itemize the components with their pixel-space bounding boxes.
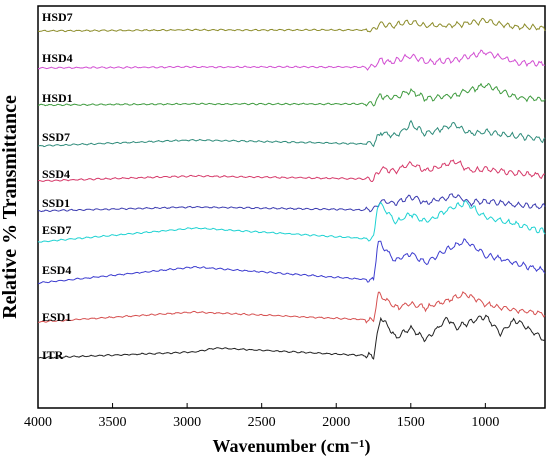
series-line-ssd4 [37,159,546,183]
plot-frame [37,5,546,409]
series-label-esd1: ESD1 [42,310,71,324]
x-axis-title: Wavenumber (cm⁻¹) [212,436,370,457]
series-line-esd4 [37,238,546,285]
x-tick-label: 3000 [173,415,201,430]
x-tick-label: 2500 [248,415,276,430]
series-line-hsd7 [37,17,546,33]
x-tick-group: 4000 3500 3000 2500 2000 1500 1000 [24,403,499,430]
series-line-itr [37,314,546,360]
plot-area [37,5,546,409]
x-tick-label: 3500 [99,415,127,430]
series-label-ssd7: SSD7 [42,130,70,144]
series-label-hsd1: HSD1 [42,91,73,105]
x-tick-label: 1500 [397,415,425,430]
series-label-group: HSD7 HSD4 HSD1 SSD7 SSD4 SSD1 ESD7 ESD4 ESD1 ITR [42,10,73,362]
series-line-hsd1 [37,82,546,107]
series-label-esd4: ESD4 [42,263,71,277]
x-tick-label: 1000 [471,415,499,430]
y-axis-title: Relative % Transmittance [0,95,21,319]
series-line-ssd7 [37,119,546,148]
series-line-hsd4 [37,49,546,71]
series-label-ssd1: SSD1 [42,196,70,210]
series-line-esd7 [37,200,546,243]
x-tick-label: 2000 [322,415,350,430]
series-group [37,17,546,360]
series-label-esd7: ESD7 [42,223,71,237]
series-line-ssd1 [37,193,546,213]
x-tick-label: 4000 [24,415,52,430]
series-label-ssd4: SSD4 [42,167,70,181]
series-label-hsd7: HSD7 [42,10,73,24]
series-line-esd1 [37,291,546,324]
series-label-itr: ITR [42,348,64,362]
series-label-hsd4: HSD4 [42,51,73,65]
